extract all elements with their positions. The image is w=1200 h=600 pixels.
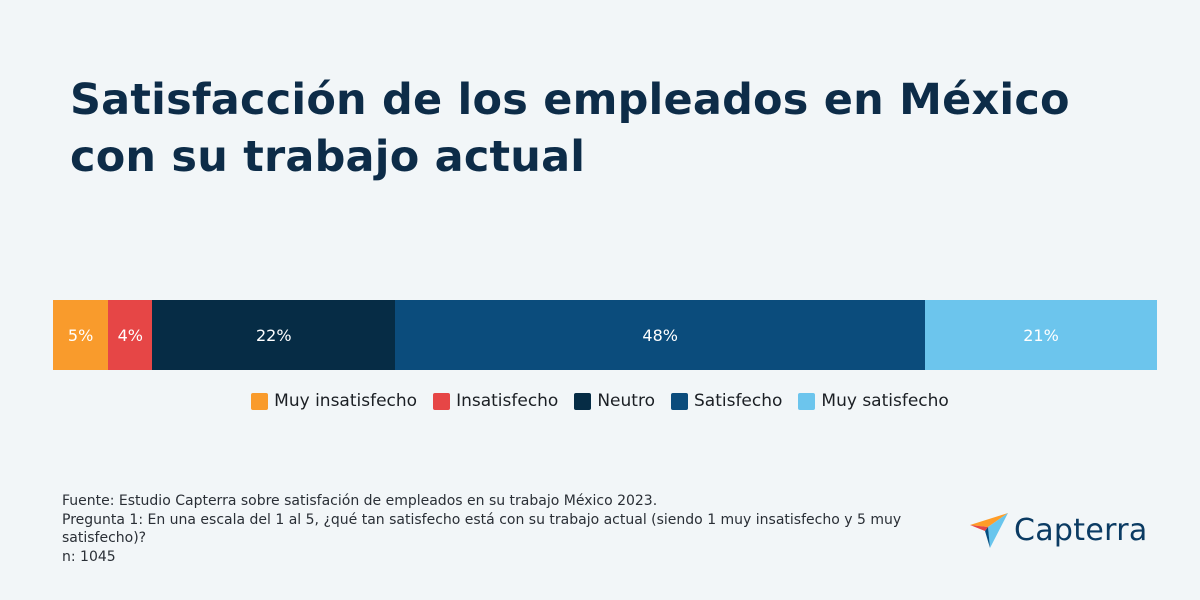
data-label-muy-insatisfecho: 5% (67, 325, 94, 345)
question-note-line-2: satisfecho)? (62, 530, 147, 546)
legend-item-muy-insatisfecho: Muy insatisfecho (251, 391, 417, 411)
data-label-satisfecho: 48% (642, 325, 678, 345)
legend-item-satisfecho: Satisfecho (670, 391, 783, 411)
source-note: Fuente: Estudio Capterra sobre satisfaci… (62, 493, 658, 509)
bar-segment-satisfecho: 48% (395, 300, 926, 370)
data-label-insatisfecho: 4% (117, 325, 143, 345)
bar-segment-neutro: 22% (152, 300, 396, 370)
bar-segment-insatisfecho: 4% (108, 300, 153, 370)
stacked-bar: 5% 4% 22% 48% 21% (53, 300, 1157, 370)
legend-item-insatisfecho: Insatisfecho (433, 391, 558, 411)
capterra-arrow-icon (970, 513, 1008, 548)
legend-item-neutro: Neutro (574, 391, 655, 411)
data-label-neutro: 22% (256, 325, 292, 345)
question-note-line-1: Pregunta 1: En una escala del 1 al 5, ¿q… (62, 511, 902, 528)
sample-size-note: n: 1045 (62, 548, 116, 565)
legend-label: Insatisfecho (456, 391, 559, 411)
capterra-wordmark: Capterra (1014, 512, 1148, 548)
legend-label: Neutro (597, 391, 655, 411)
legend-swatch (798, 392, 816, 410)
legend-label: Muy satisfecho (821, 391, 949, 411)
legend-item-muy-satisfecho: Muy satisfecho (798, 391, 949, 411)
legend-swatch (670, 392, 688, 410)
legend-label: Muy insatisfecho (274, 391, 418, 411)
legend-label: Satisfecho (693, 391, 783, 411)
capterra-logo: Capterra (968, 510, 1148, 550)
chart-title: Satisfacción de los empleados en México … (70, 75, 1070, 182)
legend-swatch (251, 392, 269, 410)
footer-notes: Fuente: Estudio Capterra sobre satisfaci… (62, 492, 942, 566)
data-label-muy-satisfecho: 21% (1023, 325, 1059, 345)
bar-segment-muy-insatisfecho: 5% (53, 300, 109, 370)
legend: Muy insatisfecho Insatisfecho Neutro Satisf… (0, 391, 1200, 411)
legend-swatch (433, 392, 451, 410)
bar-segment-muy-satisfecho: 21% (925, 300, 1157, 370)
legend-swatch (574, 392, 592, 410)
